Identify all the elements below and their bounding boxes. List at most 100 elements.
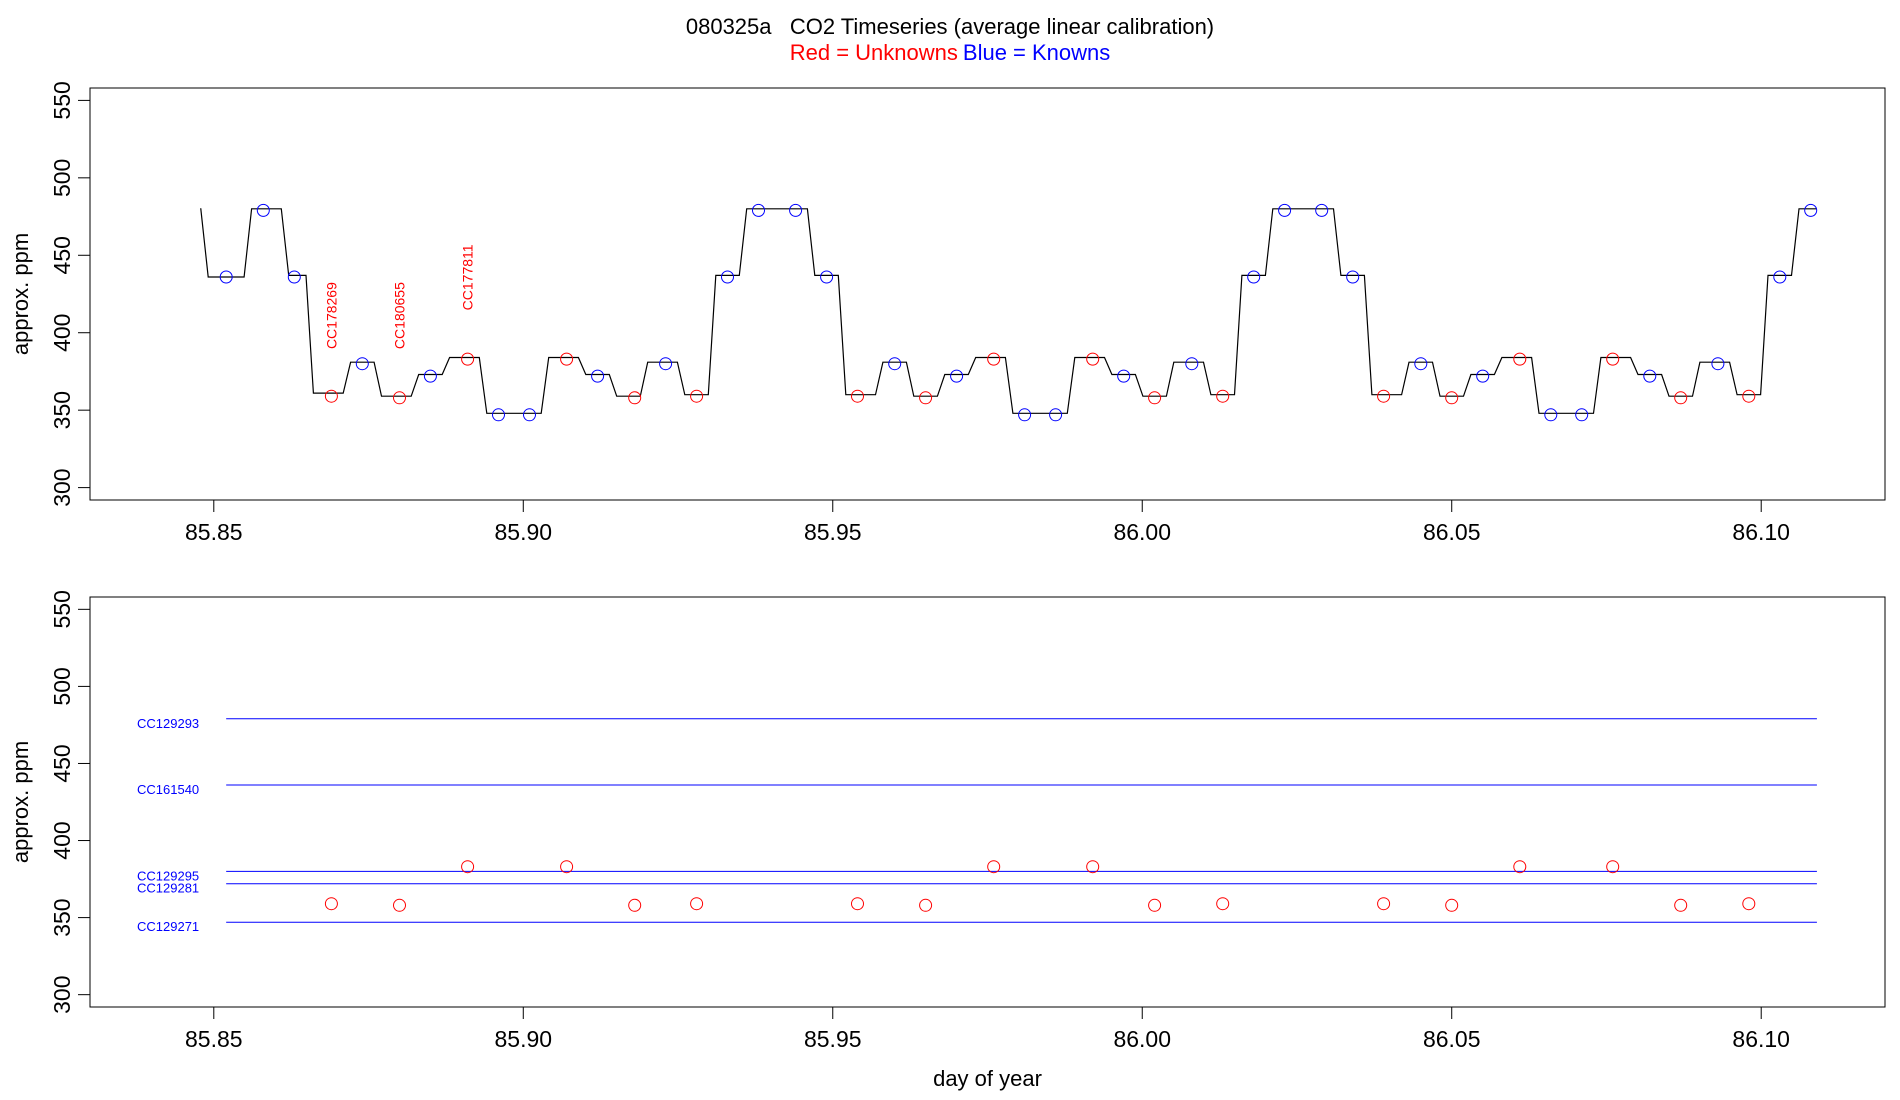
legend-unknowns: Red = Unknowns <box>789 40 958 65</box>
sample-annotation: CC177811 <box>460 244 476 310</box>
unknown-point <box>851 389 864 403</box>
unknown-point <box>628 898 642 912</box>
unknown-point <box>987 352 1001 366</box>
plot-frame <box>89 87 1886 501</box>
chart-header: 080325a CO2 Timeseries (average linear c… <box>0 14 1900 66</box>
reference-line-label: CC161540 <box>137 782 199 797</box>
unknown-point <box>690 897 704 911</box>
known-point <box>1711 357 1725 371</box>
x-tick-label: 86.05 <box>1423 519 1481 545</box>
y-tick-label: 500 <box>49 667 75 705</box>
unknown-point <box>628 391 642 405</box>
y-tick-label: 350 <box>49 898 75 936</box>
known-point <box>721 270 734 284</box>
y-tick-label: 450 <box>49 236 75 274</box>
unknown-point <box>324 389 338 403</box>
known-point <box>1643 369 1657 383</box>
unknown-point <box>393 898 406 912</box>
sample-annotation: CC180655 <box>391 282 407 349</box>
x-tick-label: 85.90 <box>494 519 552 545</box>
known-point <box>256 203 270 217</box>
y-tick-label: 300 <box>49 975 75 1013</box>
known-point <box>950 369 964 383</box>
unknown-point <box>461 352 475 366</box>
y-axis-title: approx. ppm <box>8 233 33 355</box>
unknown-point <box>1445 898 1459 912</box>
unknown-point <box>393 391 406 405</box>
unknown-point <box>1742 897 1756 911</box>
unknown-point <box>851 897 864 911</box>
y-tick-label: 400 <box>49 314 75 352</box>
x-tick-label: 86.10 <box>1732 519 1790 545</box>
known-point <box>789 203 803 217</box>
x-tick-label: 86.00 <box>1113 519 1171 545</box>
unknown-point <box>324 897 338 911</box>
known-point <box>591 369 605 383</box>
known-point <box>1185 357 1199 371</box>
x-tick-label: 85.85 <box>185 1026 243 1052</box>
unknown-point <box>919 391 933 405</box>
known-point <box>1476 369 1490 383</box>
unknown-point <box>1377 389 1391 403</box>
unknown-point <box>1148 898 1162 912</box>
known-point <box>1575 408 1589 422</box>
x-tick-label: 86.05 <box>1423 1026 1481 1052</box>
known-point <box>1117 369 1131 383</box>
unknown-point <box>560 352 574 366</box>
known-point <box>1278 203 1292 217</box>
legend-knowns: Blue = Knowns <box>962 40 1111 65</box>
unknown-point <box>1086 860 1100 874</box>
known-point <box>492 408 505 422</box>
known-point <box>659 357 673 371</box>
known-point <box>1315 203 1329 217</box>
y-axis-title: approx. ppm <box>8 741 33 863</box>
known-point <box>1018 408 1032 422</box>
unknown-point <box>1513 352 1527 366</box>
known-point <box>1049 408 1063 422</box>
unknown-point <box>1216 389 1230 403</box>
x-tick-label: 85.90 <box>494 1026 552 1052</box>
known-point <box>1346 270 1360 284</box>
known-point <box>287 270 301 284</box>
known-point <box>1804 203 1818 217</box>
unknown-point <box>1086 352 1100 366</box>
x-tick-label: 86.00 <box>1113 1026 1171 1052</box>
known-point <box>752 203 765 217</box>
unknown-point <box>461 860 475 874</box>
x-axis-title: day of year <box>933 1066 1042 1091</box>
reference-line-label: CC129271 <box>137 919 199 934</box>
x-tick-label: 86.10 <box>1732 1026 1790 1052</box>
known-point <box>1544 408 1558 422</box>
reference-line-label: CC129281 <box>137 881 199 896</box>
x-tick-label: 85.85 <box>185 519 243 545</box>
y-tick-label: 300 <box>49 468 75 506</box>
x-tick-label: 85.95 <box>804 1026 862 1052</box>
y-tick-label: 500 <box>49 159 75 197</box>
unknown-point <box>1674 898 1688 912</box>
chart-legend-subtitle: Red = Unknowns Blue = Knowns <box>0 40 1900 66</box>
known-point <box>1247 270 1261 284</box>
x-tick-label: 85.95 <box>804 519 862 545</box>
known-point <box>1773 270 1787 284</box>
unknown-point <box>1674 391 1688 405</box>
unknown-point <box>1513 860 1527 874</box>
y-tick-label: 550 <box>49 81 75 119</box>
unknown-point <box>690 389 704 403</box>
reference-line-label: CC129295 <box>137 868 199 883</box>
known-point <box>355 357 369 371</box>
unknown-point <box>987 860 1001 874</box>
unknown-point <box>919 898 933 912</box>
sample-annotation: CC178269 <box>323 282 339 349</box>
known-point <box>423 369 437 383</box>
chart-title: 080325a CO2 Timeseries (average linear c… <box>685 14 1215 39</box>
known-point <box>523 408 536 422</box>
known-point <box>820 270 834 284</box>
y-tick-label: 400 <box>49 821 75 859</box>
reference-line-label: CC129293 <box>137 716 199 731</box>
y-tick-label: 550 <box>49 590 75 628</box>
plot-frame <box>89 596 1886 1008</box>
unknown-point <box>1742 389 1756 403</box>
known-point <box>888 357 902 371</box>
unknown-point <box>1377 897 1391 911</box>
